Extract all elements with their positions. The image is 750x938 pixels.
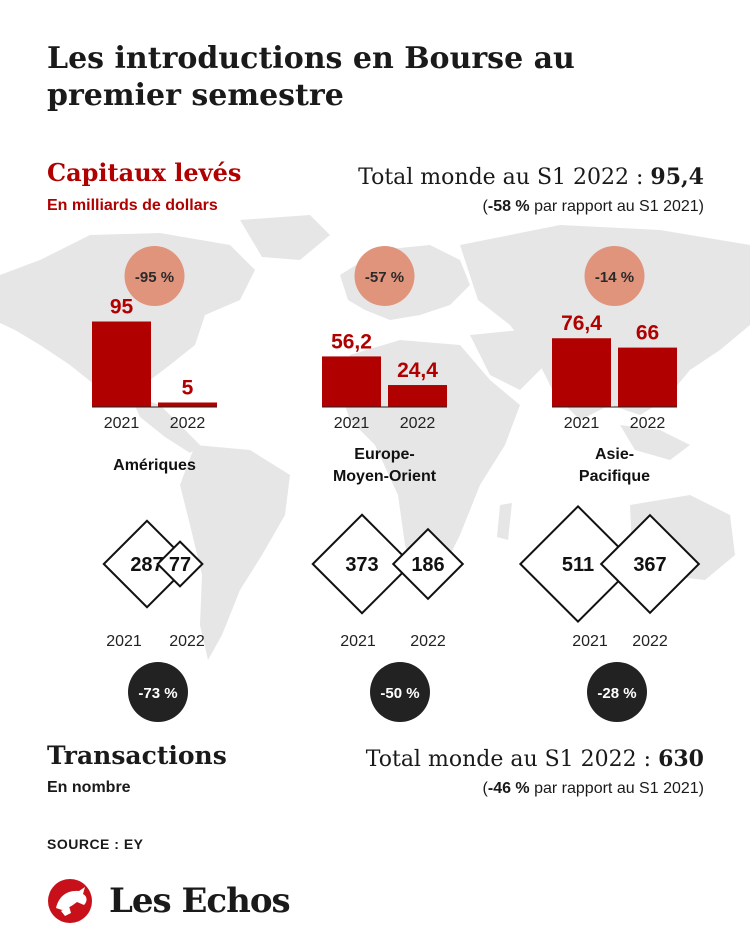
transactions-change-circle-europe: [370, 662, 430, 722]
bar-year-asie-2021: 2021: [564, 415, 600, 432]
transactions-change-circle-ameriques: [128, 662, 188, 722]
capitaux-change-label-europe: -57 %: [365, 269, 404, 286]
capitaux-total-value: 95,4: [650, 164, 704, 190]
bar-year-ameriques-2022: 2022: [170, 415, 206, 432]
map-north-america: [0, 233, 255, 395]
region-label-asie: Asie-: [595, 446, 634, 463]
map-madagascar: [497, 503, 512, 540]
map-greenland: [240, 215, 330, 260]
diamond-label-ameriques-2021: 287: [130, 554, 163, 576]
region-label-asie: Pacifique: [579, 468, 650, 485]
transactions-title: Transactions: [47, 741, 227, 770]
transactions-total: Total monde au S1 2022 : 630: [366, 746, 704, 772]
diamond-year-europe-2021: 2021: [340, 633, 376, 650]
diamond-year-ameriques-2021: 2021: [106, 633, 142, 650]
transactions-total-label: Total monde au S1 2022 :: [365, 747, 659, 772]
diamond-europe-2021: [311, 513, 413, 615]
bar-europe-2021: [322, 356, 381, 407]
bar-year-europe-2021: 2021: [334, 415, 370, 432]
capitaux-change: (-58 % par rapport au S1 2021): [483, 198, 704, 216]
capitaux-change-circle-asie: [584, 246, 645, 306]
capitaux-change-circle-ameriques: [124, 246, 185, 306]
transactions-change: (-46 % par rapport au S1 2021): [483, 780, 704, 798]
transactions-change-label-ameriques: -73 %: [138, 685, 177, 702]
diamond-label-ameriques-2022: 77: [169, 554, 191, 576]
region-label-europe: Europe-: [354, 446, 414, 463]
capitaux-change-rest: par rapport au S1 2021): [529, 198, 704, 215]
capitaux-total: Total monde au S1 2022 : 95,4: [358, 164, 704, 190]
capitaux-change-label-ameriques: -95 %: [135, 269, 174, 286]
transactions-subtitle: En nombre: [47, 779, 131, 796]
diamond-asie-2022: [599, 513, 701, 615]
source-note: SOURCE : EY: [47, 836, 144, 852]
diamond-label-europe-2022: 186: [411, 554, 444, 576]
bar-label-europe-2021: 56,2: [331, 330, 372, 353]
bar-label-ameriques-2021: 95: [110, 296, 134, 319]
bar-asie-2021: [552, 338, 611, 407]
page-title: Les introductions en Bourse au premier s…: [47, 41, 575, 113]
bar-year-ameriques-2021: 2021: [104, 415, 140, 432]
diamond-year-ameriques-2022: 2022: [169, 633, 205, 650]
transactions-change-label-asie: -28 %: [597, 685, 636, 702]
map-south-america: [180, 445, 290, 660]
transactions-change-rest: par rapport au S1 2021): [529, 780, 704, 797]
capitaux-change-label-asie: -14 %: [595, 269, 634, 286]
bar-europe-2022: [388, 385, 447, 407]
capitaux-title: Capitaux levés: [47, 158, 242, 187]
rooster-logo-icon: [48, 879, 92, 923]
capitaux-total-label: Total monde au S1 2022 :: [358, 165, 651, 190]
diamond-europe-2022: [391, 527, 465, 601]
bar-label-ameriques-2022: 5: [182, 377, 194, 400]
bar-label-asie-2022: 66: [636, 322, 659, 345]
diamond-label-asie-2021: 511: [562, 554, 594, 576]
map-asia: [460, 225, 750, 420]
bar-label-asie-2021: 76,4: [561, 312, 602, 335]
transactions-change-circle-asie: [587, 662, 647, 722]
world-map-background: [0, 215, 750, 660]
bar-year-asie-2022: 2022: [630, 415, 666, 432]
map-central-america: [130, 395, 200, 453]
bar-ameriques-2021: [92, 321, 151, 407]
diamond-label-europe-2021: 373: [345, 554, 378, 576]
diamond-asie-2021: [518, 504, 638, 624]
transactions-change-value: -46 %: [487, 780, 530, 797]
capitaux-subtitle: En milliards de dollars: [47, 197, 218, 214]
capitaux-change-circle-europe: [354, 246, 415, 306]
brand-name: Les Echos: [109, 881, 291, 921]
diamond-year-asie-2021: 2021: [572, 633, 608, 650]
brand: Les Echos: [47, 878, 291, 924]
diamond-label-asie-2022: 367: [633, 554, 666, 576]
capitaux-change-value: -58 %: [487, 198, 530, 215]
transactions-change-open: (: [482, 780, 488, 797]
diamond-year-europe-2022: 2022: [410, 633, 446, 650]
diamond-year-asie-2022: 2022: [632, 633, 668, 650]
transactions-total-value: 630: [658, 746, 704, 772]
bar-label-europe-2022: 24,4: [397, 359, 438, 382]
region-label-europe: Moyen-Orient: [333, 468, 437, 485]
diamond-ameriques-2022: [156, 540, 204, 588]
region-label-ameriques: Amériques: [113, 457, 196, 474]
capitaux-change-open: (: [482, 198, 488, 215]
map-southeast-asia: [620, 425, 690, 460]
bar-asie-2022: [618, 347, 677, 407]
transactions-change-label-europe: -50 %: [380, 685, 419, 702]
map-africa: [338, 340, 520, 585]
bar-year-europe-2022: 2022: [400, 415, 436, 432]
bar-ameriques-2022: [158, 402, 217, 407]
